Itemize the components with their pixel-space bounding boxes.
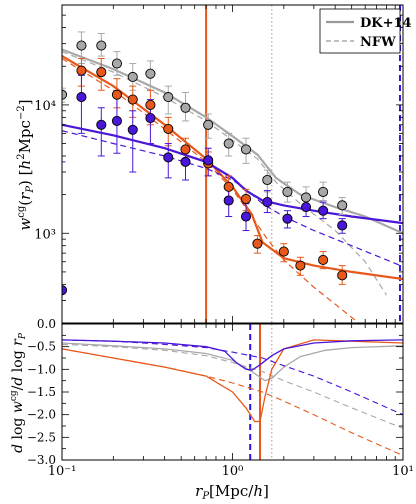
series-2-point-5	[145, 112, 156, 124]
legend-box	[319, 8, 401, 54]
series-0-nfw-curve	[62, 51, 388, 296]
bottom-y-axis-label: d log wcg/d log rP	[9, 332, 28, 453]
slope-series-2-nfw-curve	[62, 339, 403, 416]
legend: DK+14 NFW	[319, 8, 412, 54]
series-2-point-2	[96, 119, 107, 130]
series-0-point-7	[180, 102, 191, 113]
series-0-point-15	[337, 200, 348, 211]
series-0-point-11	[262, 174, 273, 186]
bottom-xtick-label-1: 10⁰	[222, 464, 244, 479]
series-2-point-6	[163, 152, 174, 163]
series-1-point-11	[278, 246, 289, 257]
series-0-point-12	[282, 186, 293, 197]
series-0-point-4	[127, 71, 138, 83]
series-0-point-6	[163, 92, 174, 103]
series-0-point-8	[203, 119, 214, 130]
top-ytick-label-1: 10⁴	[34, 99, 56, 114]
series-1-nfw-curve	[62, 57, 360, 323]
series-0-point-9	[223, 138, 234, 149]
series-2-point-4	[127, 124, 138, 135]
series-1-point-2	[111, 89, 122, 100]
x-axis-label: rP[Mpc/h]	[195, 482, 269, 502]
legend-label-1: NFW	[360, 35, 396, 50]
series-2-dk14-curve	[62, 123, 403, 225]
bottom-panel: −0.5 −1.0 −1.5 −2.0 −2.5 −3.010⁻¹ 10⁰ 10¹ d log…	[9, 323, 414, 502]
series-1-point-12	[295, 260, 306, 271]
slope-series-0-nfw-curve	[62, 343, 403, 429]
series-2-point-7	[180, 156, 191, 167]
series-1-point-8	[223, 181, 234, 192]
slope-series-0-dk14-curve	[62, 342, 403, 382]
series-1-point-1	[96, 67, 107, 78]
series-2-point-8	[203, 155, 214, 166]
bottom-ytick-label-1: −1.0	[27, 362, 56, 376]
top-y-axis-label: wcg(rP) [h2Mpc−2]	[16, 99, 36, 230]
series-2-point-15	[337, 220, 348, 231]
series-1-point-10	[252, 238, 263, 249]
series-1-point-6	[180, 144, 191, 155]
series-2-point-14	[318, 205, 329, 216]
series-2-point-1	[76, 92, 87, 103]
bottom-xtick-label-2: 10¹	[392, 464, 414, 479]
series-0-dk14-curve	[62, 48, 403, 235]
series-2-point-3	[111, 115, 122, 126]
bottom-ytick-label-2: −1.5	[27, 385, 56, 399]
bottom-ytick-label-4: −2.5	[27, 430, 56, 444]
slope-series-1-dk14-curve	[62, 339, 403, 423]
top-panel: 10³ 10⁴ 0.0 DK+14 NFW wcg(rP) [h2Mpc−2]	[16, 4, 412, 331]
series-1-point-3	[127, 94, 138, 105]
bottom-ytick-label-5: −3.0	[27, 453, 56, 467]
slope-series-2-dk14-curve	[62, 339, 403, 371]
series-1-point-5	[163, 123, 174, 134]
series-0-point-1	[76, 40, 87, 51]
bottom-ytick-label-3: −2.0	[27, 408, 56, 422]
series-2-point-12	[282, 213, 293, 224]
series-0-point-2	[96, 40, 107, 51]
top-ytick-label-0: 10³	[34, 227, 56, 242]
series-2-point-13	[300, 202, 312, 213]
series-2-point-9	[223, 195, 234, 206]
series-0-point-14	[318, 186, 329, 197]
series-1-point-14	[337, 270, 348, 281]
slope-series-1-nfw-curve	[62, 348, 403, 457]
series-1-point-9	[240, 193, 252, 205]
series-1-point-0	[76, 65, 87, 76]
series-1-point-13	[318, 254, 329, 265]
series-0-point-5	[145, 68, 156, 79]
legend-label-0: DK+14	[360, 16, 412, 31]
bottom-xtick-label-0: 10⁻¹	[48, 464, 77, 479]
series-1-dk14-curve	[62, 55, 403, 281]
series-2-point-10	[240, 211, 252, 222]
series-2-point-11	[262, 197, 273, 208]
series-1-point-4	[145, 99, 156, 110]
bottom-ytick-label-0: −0.5	[27, 340, 56, 354]
series-0-point-13	[300, 192, 312, 203]
bottom-ytick-label-top: 0.0	[37, 317, 56, 331]
series-0-point-3	[111, 58, 122, 69]
series-0-point-10	[240, 144, 252, 155]
